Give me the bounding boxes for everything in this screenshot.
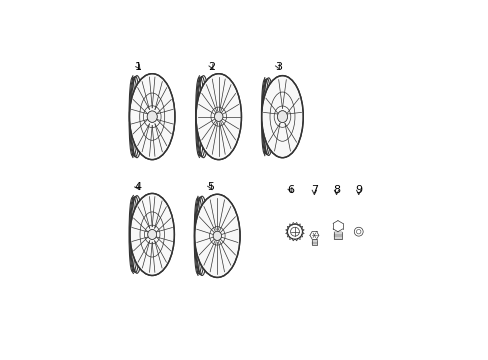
Text: 2: 2 — [208, 62, 215, 72]
Text: 5: 5 — [207, 183, 214, 192]
Ellipse shape — [214, 112, 223, 121]
Text: 8: 8 — [332, 185, 340, 195]
Ellipse shape — [277, 111, 287, 122]
Text: 7: 7 — [310, 185, 317, 195]
Ellipse shape — [147, 230, 156, 239]
Text: 6: 6 — [287, 185, 294, 195]
Ellipse shape — [147, 111, 157, 122]
Ellipse shape — [277, 111, 287, 122]
Text: 1: 1 — [135, 62, 142, 72]
Ellipse shape — [213, 231, 221, 240]
Ellipse shape — [147, 111, 157, 122]
Ellipse shape — [213, 231, 221, 240]
Ellipse shape — [147, 230, 156, 239]
Text: 3: 3 — [274, 62, 281, 72]
Ellipse shape — [196, 74, 241, 159]
Text: 4: 4 — [134, 183, 141, 192]
Text: 9: 9 — [354, 185, 362, 195]
Ellipse shape — [214, 112, 223, 121]
Ellipse shape — [194, 194, 240, 278]
Ellipse shape — [129, 74, 175, 159]
Ellipse shape — [130, 193, 174, 275]
Ellipse shape — [261, 76, 303, 158]
